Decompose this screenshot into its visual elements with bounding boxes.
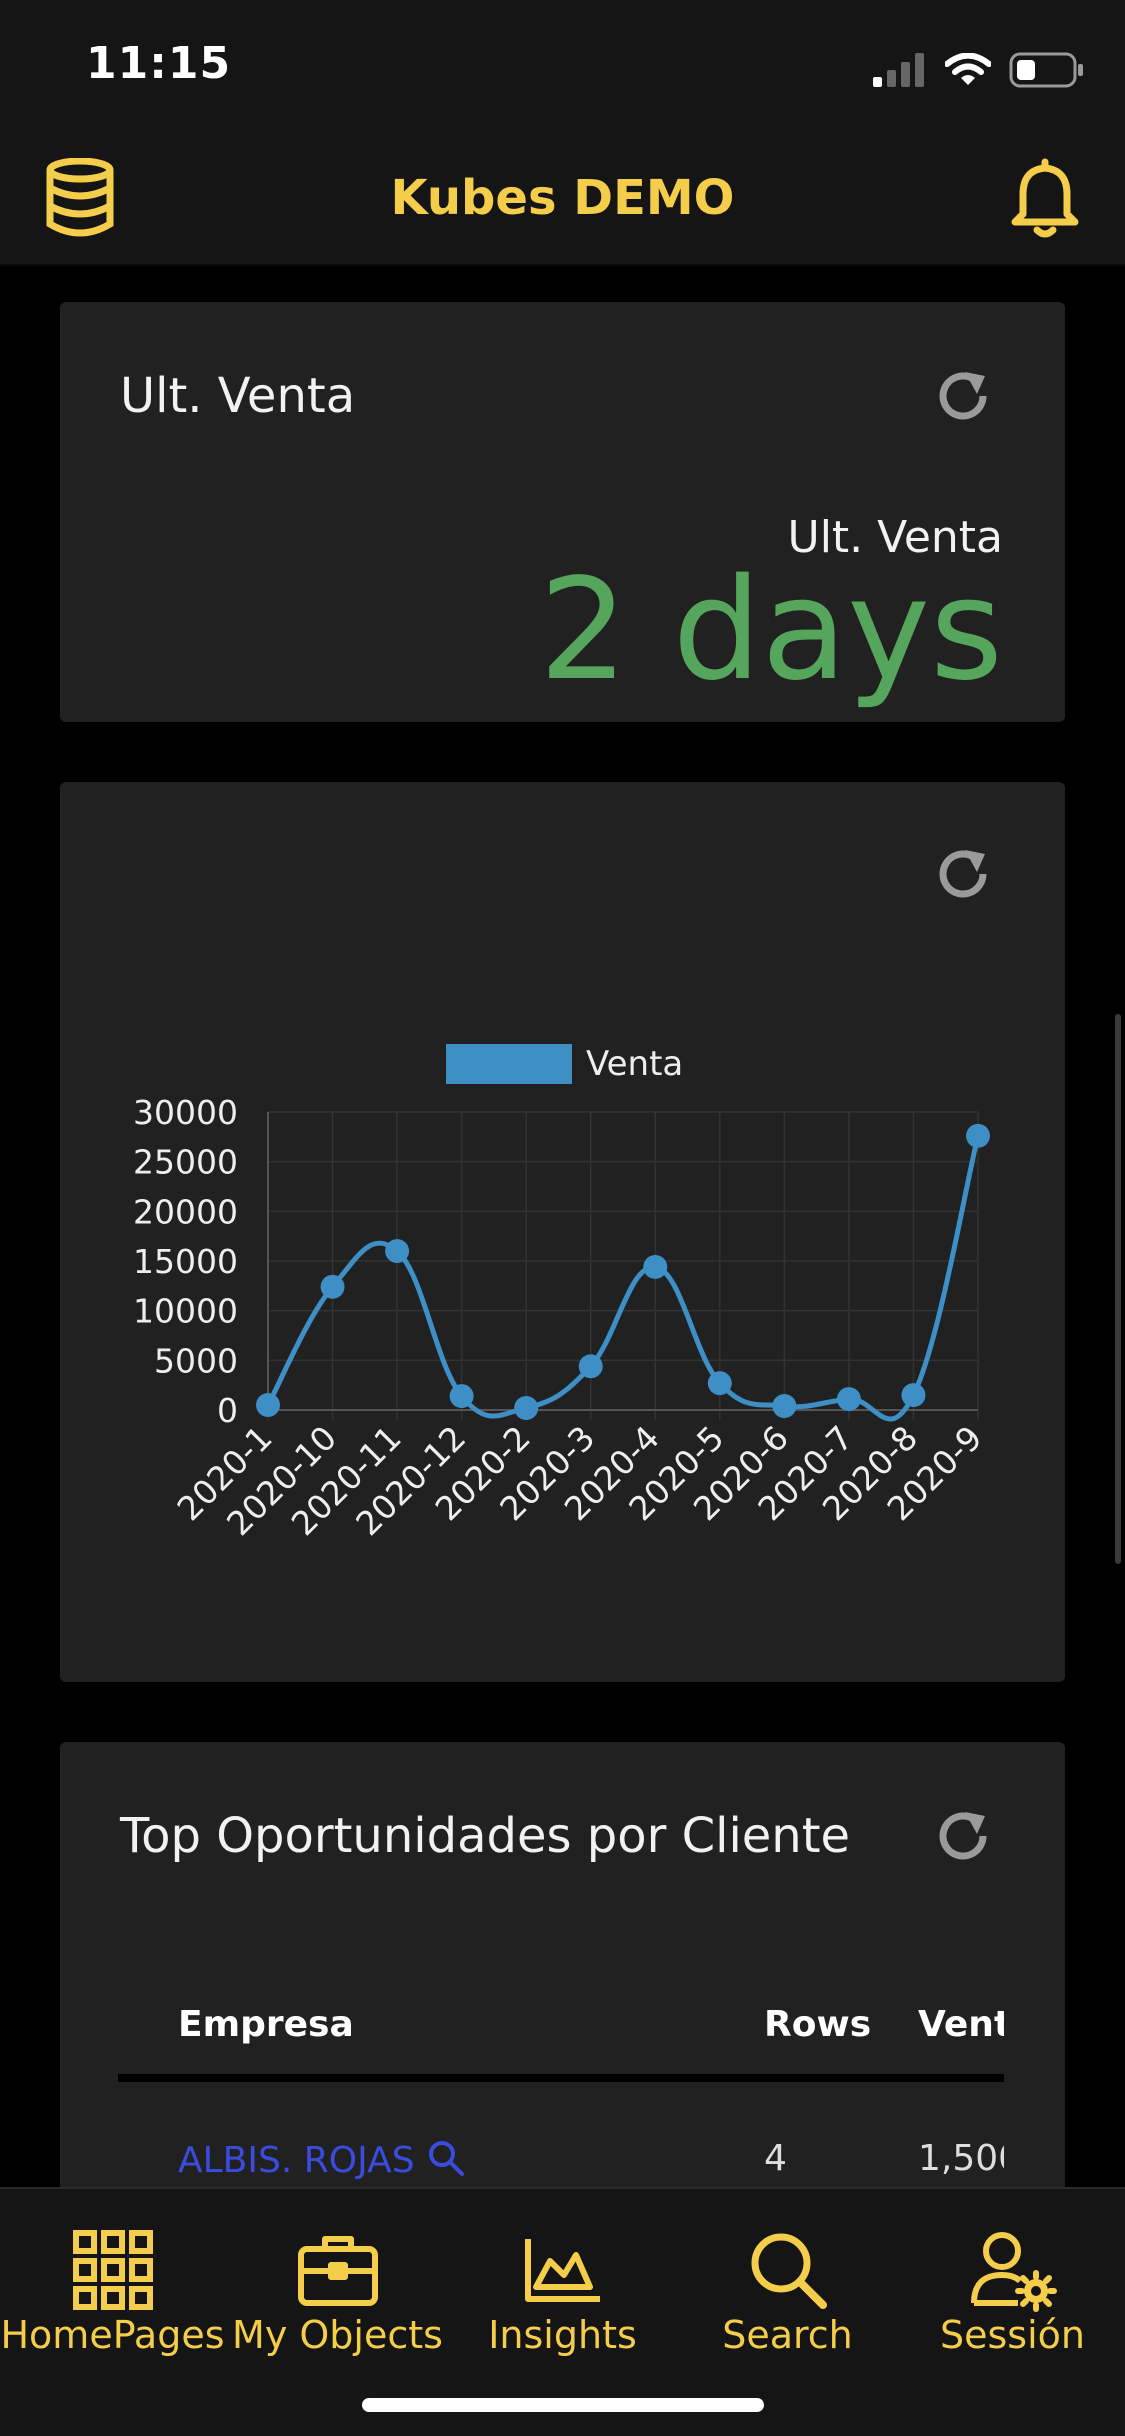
bottom-tab-bar: HomePages My Objects Insights	[0, 2187, 1125, 2436]
status-time: 11:15	[86, 38, 232, 89]
data-point	[449, 1384, 474, 1409]
bell-icon[interactable]	[1009, 156, 1081, 240]
column-header-venta[interactable]: Venta	[918, 2004, 1004, 2045]
card-title: Ult. Venta	[120, 368, 356, 424]
card-title: Top Oportunidades por Cliente	[120, 1808, 851, 1864]
area-chart-icon	[524, 2239, 600, 2302]
venta-cell: 1,500	[918, 2138, 1004, 2179]
app-title: Kubes DEMO	[390, 170, 735, 226]
data-point	[256, 1393, 280, 1418]
chart-card: 0 5000 10000 15000 20000 25000 30000 2020-1 2020…	[60, 782, 1065, 1682]
tab-search[interactable]: Search	[675, 2189, 900, 2389]
refresh-icon[interactable]	[935, 366, 995, 426]
y-tick-label: 20000	[133, 1192, 238, 1231]
tab-label: Search	[722, 2313, 853, 2357]
home-indicator[interactable]	[362, 2398, 764, 2412]
company-name[interactable]: ALBIS. ROJAS	[178, 2140, 415, 2181]
data-point	[643, 1254, 668, 1279]
rows-cell: 4	[764, 2138, 787, 2179]
data-point	[385, 1239, 410, 1264]
y-tick-label: 10000	[133, 1292, 238, 1331]
column-header-rows[interactable]: Rows	[764, 2004, 872, 2045]
data-point	[514, 1396, 539, 1421]
company-link[interactable]: ALBIS. ROJAS	[178, 2138, 466, 2181]
legend-swatch	[446, 1044, 572, 1084]
search-icon	[751, 2233, 827, 2309]
database-icon[interactable]	[44, 158, 116, 238]
battery-icon	[1009, 52, 1083, 88]
data-point	[966, 1123, 990, 1148]
data-point	[707, 1371, 732, 1396]
status-bar: 11:15	[0, 0, 1125, 132]
table-card: Top Oportunidades por Cliente Empresa Ro…	[60, 1742, 1065, 2188]
tab-label: HomePages	[0, 2313, 225, 2357]
status-icons	[873, 50, 1085, 90]
header-divider	[118, 2074, 1004, 2082]
column-header-empresa[interactable]: Empresa	[178, 2004, 354, 2045]
y-tick-label: 30000	[133, 1093, 238, 1132]
refresh-icon[interactable]	[935, 1806, 995, 1866]
tab-label: Sessión	[940, 2313, 1085, 2357]
tab-my-objects[interactable]: My Objects	[225, 2189, 450, 2389]
grid-icon	[72, 2230, 153, 2310]
scrollbar[interactable]	[1115, 1014, 1121, 1564]
kpi-label: Ult. Venta	[787, 512, 1003, 563]
data-point	[578, 1354, 603, 1379]
tab-insights[interactable]: Insights	[450, 2189, 675, 2389]
refresh-icon[interactable]	[935, 844, 995, 904]
y-tick-label: 25000	[133, 1143, 238, 1182]
legend-label: Venta	[586, 1044, 683, 1084]
line-chart: 0500010000150002000025000300002020-12020…	[133, 1044, 990, 1543]
data-point	[836, 1387, 861, 1412]
y-tick-label: 0	[217, 1391, 238, 1430]
app-header: Kubes DEMO	[0, 132, 1125, 266]
tab-label: My Objects	[232, 2313, 443, 2357]
data-point	[901, 1383, 926, 1408]
tab-homepages[interactable]: HomePages	[0, 2189, 225, 2389]
series-line	[265, 1135, 981, 1422]
tab-session[interactable]: Sessión	[900, 2189, 1125, 2389]
kpi-value: 2 days	[538, 549, 1003, 712]
y-tick-label: 5000	[154, 1341, 238, 1380]
opportunities-table: Empresa Rows Venta ALBIS. ROJAS 4 1,500	[118, 1934, 1004, 2188]
search-icon[interactable]	[426, 2138, 466, 2178]
user-gear-icon	[970, 2232, 1057, 2312]
briefcase-icon	[297, 2236, 378, 2306]
y-tick-label: 15000	[133, 1242, 238, 1281]
data-point	[772, 1394, 797, 1419]
dashboard-content[interactable]: Ult. Venta Ult. Venta 2 days 0 5000 10000 1…	[0, 268, 1125, 2188]
data-point	[320, 1274, 345, 1299]
signal-icon	[873, 53, 924, 87]
tab-label: Insights	[488, 2313, 637, 2357]
wifi-icon	[945, 53, 991, 85]
kpi-card: Ult. Venta Ult. Venta 2 days	[60, 302, 1065, 722]
